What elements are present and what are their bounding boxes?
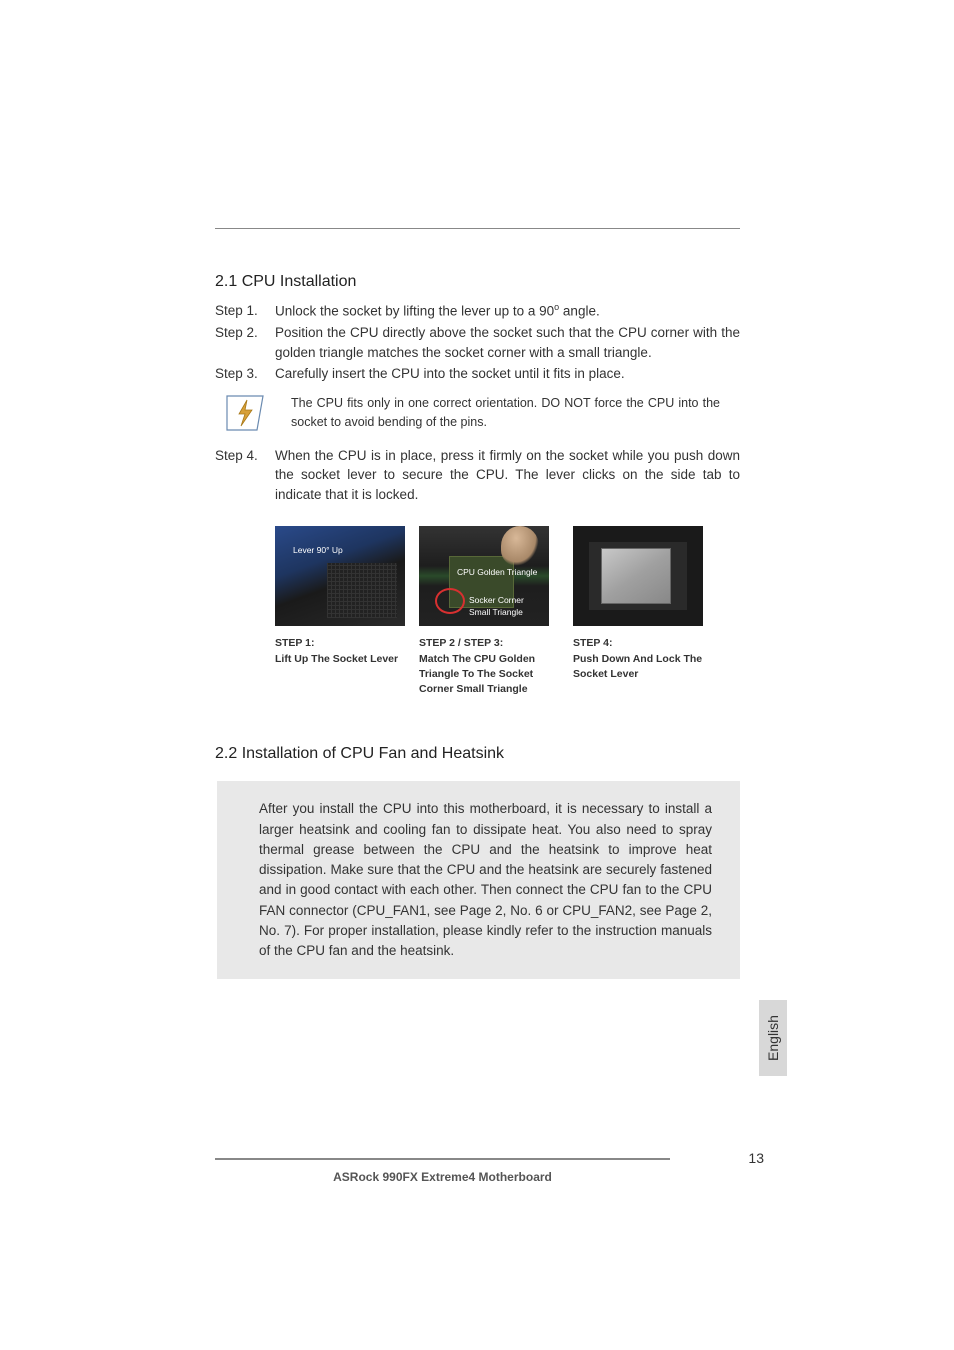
figure-3-caption-text: Push Down And Lock The Socket Lever: [573, 652, 703, 682]
figure-2-caption-title: STEP 2 / STEP 3:: [419, 636, 559, 651]
figure-row: Lever 90° Up STEP 1: Lift Up The Socket …: [275, 526, 740, 697]
step-2-row: Step 2. Position the CPU directly above …: [215, 323, 740, 362]
figure-2-image: CPU Golden Triangle Socker Corner Small …: [419, 526, 549, 626]
page-content: 2.1 CPU Installation Step 1. Unlock the …: [215, 228, 740, 979]
section-2-1-heading: 2.1 CPU Installation: [215, 273, 740, 291]
figure-3-image: [573, 526, 703, 626]
figure-1-image: Lever 90° Up: [275, 526, 405, 626]
step-4-row: Step 4. When the CPU is in place, press …: [215, 446, 740, 505]
note-block: The CPU fits only in one correct orienta…: [225, 394, 740, 432]
figure-1-column: Lever 90° Up STEP 1: Lift Up The Socket …: [275, 526, 405, 697]
page-number: 13: [748, 1150, 764, 1166]
figure-2-overlay-label-3: Small Triangle: [469, 608, 523, 617]
figure-2-column: CPU Golden Triangle Socker Corner Small …: [419, 526, 559, 697]
figure-2-caption-text: Match The CPU Golden Triangle To The Soc…: [419, 652, 559, 698]
step-text-post: angle.: [559, 304, 600, 319]
step-label: Step 1.: [215, 301, 275, 321]
figure-3-cpu: [601, 548, 671, 604]
step-label: Step 3.: [215, 364, 275, 384]
lightning-warning-icon: [225, 394, 265, 432]
figure-3-caption-title: STEP 4:: [573, 636, 703, 651]
page-footer: 13 ASRock 990FX Extreme4 Motherboard: [215, 1158, 740, 1184]
section-2-2: 2.2 Installation of CPU Fan and Heatsink…: [215, 745, 740, 979]
step-3-row: Step 3. Carefully insert the CPU into th…: [215, 364, 740, 384]
step-text: When the CPU is in place, press it firml…: [275, 446, 740, 505]
language-side-tab: English: [759, 1000, 787, 1076]
note-text: The CPU fits only in one correct orienta…: [291, 394, 740, 432]
section-2-2-heading: 2.2 Installation of CPU Fan and Heatsink: [215, 745, 740, 763]
step-label: Step 2.: [215, 323, 275, 362]
figure-2-hand: [501, 526, 539, 566]
top-horizontal-rule: [215, 228, 740, 229]
step-text: Unlock the socket by lifting the lever u…: [275, 301, 740, 321]
figure-2-overlay-label-1: CPU Golden Triangle: [457, 568, 537, 577]
footer-rule: [215, 1158, 670, 1160]
footer-text: ASRock 990FX Extreme4 Motherboard: [215, 1170, 670, 1184]
figure-2-overlay-label-2: Socker Corner: [469, 596, 524, 605]
figure-1-caption-title: STEP 1:: [275, 636, 405, 651]
step-text-pre: Unlock the socket by lifting the lever u…: [275, 304, 554, 319]
figure-1-socket-grid: [327, 563, 397, 618]
figure-3-column: STEP 4: Push Down And Lock The Socket Le…: [573, 526, 703, 697]
step-text: Position the CPU directly above the sock…: [275, 323, 740, 362]
heatsink-info-box: After you install the CPU into this moth…: [217, 781, 740, 979]
figure-1-overlay-label: Lever 90° Up: [293, 546, 373, 555]
language-side-tab-text: English: [765, 1015, 781, 1061]
step-label: Step 4.: [215, 446, 275, 505]
figure-1-caption-text: Lift Up The Socket Lever: [275, 652, 405, 667]
step-1-row: Step 1. Unlock the socket by lifting the…: [215, 301, 740, 321]
step-text: Carefully insert the CPU into the socket…: [275, 364, 740, 384]
